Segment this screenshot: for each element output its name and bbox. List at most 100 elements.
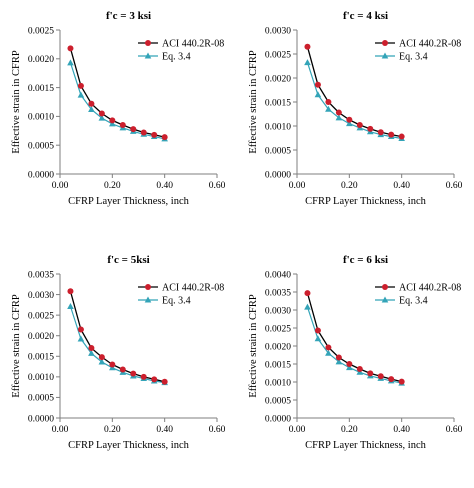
x-axis-label: CFRP Layer Thickness, inch	[305, 196, 426, 207]
x-tick-label: 0.00	[289, 181, 306, 191]
y-tick-label: 0.0010	[28, 113, 54, 123]
series-line-eq34	[69, 306, 165, 384]
data-point-aci	[151, 376, 158, 383]
y-tick-label: 0.0020	[265, 342, 291, 352]
data-point-eq34	[88, 105, 95, 112]
x-tick-label: 0.40	[393, 425, 410, 435]
y-tick-label: 0.0010	[265, 122, 291, 132]
data-point-aci	[140, 129, 147, 136]
data-point-eq34	[346, 364, 353, 371]
x-tick-label: 0.60	[446, 181, 463, 191]
y-tick-label: 0.0020	[28, 55, 54, 65]
y-tick-label: 0.0030	[265, 306, 291, 316]
data-point-aci	[377, 373, 384, 380]
data-point-eq34	[346, 120, 353, 127]
data-point-aci	[314, 81, 321, 88]
data-point-aci	[67, 288, 74, 295]
y-tick-label: 0.0000	[28, 170, 54, 180]
data-point-aci	[346, 116, 353, 123]
legend-marker-triangle	[381, 296, 389, 303]
x-tick-label: 0.00	[52, 181, 69, 191]
legend-label: Eq. 3.4	[162, 296, 191, 307]
data-point-aci	[151, 131, 158, 138]
series-line-eq34	[306, 306, 402, 384]
x-tick-label: 0.40	[156, 181, 173, 191]
y-tick-label: 0.0035	[28, 270, 54, 280]
legend-label: Eq. 3.4	[399, 52, 428, 63]
data-point-aci	[119, 122, 126, 129]
legend-label: ACI 440.2R-08	[162, 283, 224, 294]
data-point-aci	[98, 354, 105, 361]
y-tick-label: 0.0015	[265, 360, 291, 370]
data-point-eq34	[98, 358, 106, 365]
data-point-aci	[67, 45, 74, 52]
x-tick-label: 0.20	[104, 181, 121, 191]
data-point-aci	[377, 129, 384, 136]
data-point-eq34	[67, 303, 74, 310]
y-tick-label: 0.0010	[265, 378, 291, 388]
data-point-aci	[304, 290, 311, 297]
x-tick-label: 0.20	[341, 181, 358, 191]
data-point-aci	[325, 99, 332, 105]
data-point-aci	[367, 125, 374, 132]
chart-panel-fc-4ksi: f'c = 4 ksi 0.0000 0.0005 0.0010 0.0015 0.002…	[237, 0, 474, 244]
data-point-aci	[304, 43, 311, 50]
data-point-aci	[325, 344, 332, 351]
x-tick-label: 0.00	[289, 425, 306, 435]
chart-panel-fc-3ksi: f'c = 3 ksi 0.0000 0.0005 0.0010 0.0015 0.002…	[0, 0, 237, 244]
chart-panel-fc-6ksi: f'c = 6 ksi 0.0000 0.0005 0.0010 0.0015 0.002…	[237, 244, 474, 488]
data-point-eq34	[335, 114, 343, 121]
data-point-eq34	[314, 335, 322, 342]
legend-label: Eq. 3.4	[399, 296, 428, 307]
chart-svg: f'c = 6 ksi 0.0000 0.0005 0.0010 0.0015 0.002…	[248, 254, 463, 451]
data-point-eq34	[67, 59, 74, 66]
data-point-aci	[161, 134, 168, 141]
data-point-aci	[356, 366, 363, 373]
data-point-aci	[98, 110, 105, 117]
legend-marker-triangle	[381, 52, 389, 59]
legend-label: Eq. 3.4	[162, 52, 191, 63]
y-tick-label: 0.0005	[265, 396, 291, 406]
data-point-aci	[130, 370, 137, 377]
data-point-eq34	[77, 335, 85, 342]
series-line-aci	[69, 48, 165, 138]
x-tick-label: 0.60	[209, 181, 226, 191]
y-tick-label: 0.0005	[28, 142, 54, 152]
y-axis-label: Effective strain in CFRP	[248, 50, 259, 153]
y-tick-label: 0.0040	[265, 270, 291, 280]
y-tick-label: 0.0030	[265, 26, 291, 36]
chart-svg: f'c = 5ksi 0.0000 0.0005 0.0010 0.0015 0.0020…	[11, 254, 226, 451]
x-axis-label: CFRP Layer Thickness, inch	[68, 196, 189, 207]
data-point-aci	[398, 133, 405, 140]
chart-title: f'c = 6 ksi	[343, 254, 388, 266]
data-point-eq34	[77, 91, 85, 98]
y-axis-label: Effective strain in CFRP	[11, 294, 22, 397]
legend-marker-circle	[145, 40, 151, 46]
data-point-aci	[119, 366, 126, 373]
data-point-aci	[314, 327, 321, 334]
legend-marker-triangle	[144, 52, 152, 59]
y-axis-label: Effective strain in CFRP	[248, 294, 259, 397]
data-point-aci	[356, 122, 363, 129]
y-tick-label: 0.0000	[265, 170, 291, 180]
y-tick-label: 0.0010	[28, 373, 54, 383]
chart-title: f'c = 4 ksi	[343, 10, 388, 22]
data-point-aci	[88, 345, 95, 352]
data-point-eq34	[88, 349, 95, 356]
y-tick-label: 0.0025	[28, 26, 54, 36]
y-tick-label: 0.0025	[265, 324, 291, 334]
data-point-aci	[88, 100, 95, 107]
y-tick-label: 0.0025	[28, 311, 54, 321]
series-line-eq34	[306, 62, 402, 140]
y-tick-label: 0.0015	[28, 353, 54, 363]
x-axis-label: CFRP Layer Thickness, inch	[305, 440, 426, 451]
data-point-aci	[335, 354, 342, 361]
x-tick-label: 0.40	[156, 425, 173, 435]
chart-title: f'c = 5ksi	[107, 254, 149, 266]
x-tick-label: 0.60	[209, 425, 226, 435]
chart-svg: f'c = 3 ksi 0.0000 0.0005 0.0010 0.0015 0.002…	[11, 10, 226, 207]
series-line-aci	[306, 292, 402, 383]
chart-svg: f'c = 4 ksi 0.0000 0.0005 0.0010 0.0015 0.002…	[248, 10, 463, 207]
data-point-aci	[109, 117, 116, 124]
y-tick-label: 0.0035	[265, 288, 291, 298]
